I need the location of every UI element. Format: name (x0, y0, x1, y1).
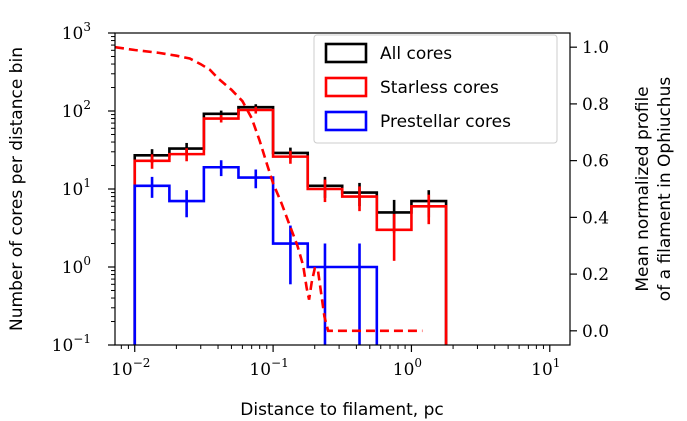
series-starless-cores (133, 106, 448, 345)
y-tick-label: 103 (62, 20, 91, 44)
y-tick-label: 102 (62, 98, 91, 122)
y-right-tick-label: 1.0 (582, 38, 609, 58)
x-tick-label: 101 (531, 356, 560, 380)
legend-swatch (324, 76, 368, 98)
y-right-axis-label-line1: Mean normalized profile (633, 86, 653, 291)
histogram-step-line (133, 108, 448, 345)
axes-layer: 10−2 10−1 100 10110−11001011021030.00.20.40… (52, 20, 609, 380)
x-tick-label: 10−2 (111, 356, 150, 380)
y-right-tick-label: 0.0 (582, 322, 609, 342)
y-tick-exponent: 1 (83, 176, 91, 190)
x-tick-exponent: −1 (271, 356, 289, 370)
y-right-tick-label: 0.2 (582, 265, 609, 285)
legend-swatch (324, 42, 368, 64)
y-tick-label: 101 (62, 176, 91, 200)
x-tick-exponent: 1 (553, 356, 561, 370)
filament-profile-line (115, 45, 423, 333)
histogram-step-line (133, 105, 448, 345)
legend: All cores Starless cores Prestellar cores (313, 34, 558, 144)
y-tick-label: 100 (62, 254, 91, 278)
y-right-tick-label: 0.6 (582, 152, 609, 172)
legend-swatch (324, 110, 368, 132)
y-tick-exponent: 0 (83, 254, 91, 268)
series-prestellar-cores (133, 160, 379, 345)
histogram-step-line (133, 165, 379, 345)
plot-layer (115, 45, 448, 345)
legend-box (313, 34, 558, 144)
y-tick-exponent: −1 (73, 332, 91, 346)
x-tick-label: 10−1 (249, 356, 288, 380)
legend-label: Starless cores (380, 78, 499, 98)
legend-label: All cores (380, 44, 452, 64)
y-right-tick-label: 0.4 (582, 208, 609, 228)
x-tick-label: 100 (393, 356, 422, 380)
legend-label: Prestellar cores (380, 112, 511, 132)
y-tick-exponent: 2 (83, 98, 91, 112)
y-tick-exponent: 3 (83, 20, 91, 34)
y-right-axis-label-line2: of a filament in Ophiuchus (655, 77, 675, 302)
x-axis-label: Distance to filament, pc (240, 400, 443, 420)
x-tick-exponent: −2 (133, 356, 151, 370)
y-right-tick-label: 0.8 (582, 95, 609, 115)
y-axis-label: Number of cores per distance bin (7, 47, 27, 331)
y-tick-label: 10−1 (52, 332, 91, 356)
x-tick-exponent: 0 (414, 356, 422, 370)
plot-area (115, 45, 448, 345)
